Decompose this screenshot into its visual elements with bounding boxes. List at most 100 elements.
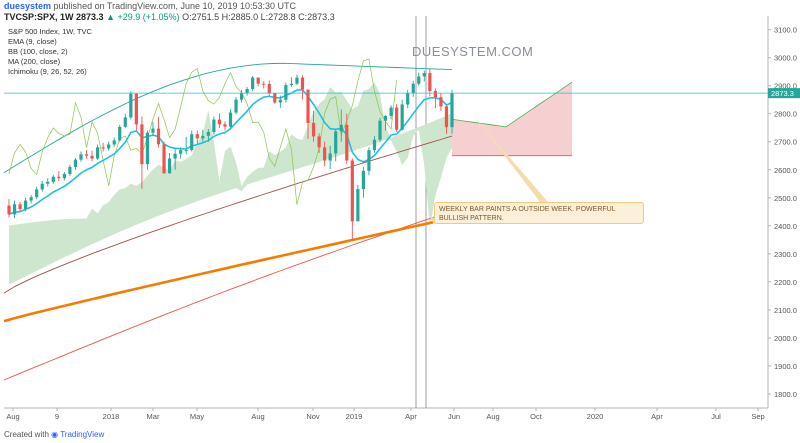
candle-body bbox=[317, 136, 321, 148]
x-tick-label: 2020 bbox=[587, 412, 604, 421]
candle-body bbox=[134, 93, 138, 125]
footer-brand[interactable]: TradingView bbox=[60, 430, 105, 439]
x-tick-label: 2018 bbox=[103, 412, 120, 421]
candle-body bbox=[428, 73, 432, 91]
candle-body bbox=[339, 124, 343, 132]
y-tick-label: 2600.0 bbox=[774, 166, 797, 175]
candle-body bbox=[12, 204, 17, 215]
candle-body bbox=[278, 99, 282, 103]
candle-body bbox=[201, 135, 205, 139]
author-link[interactable]: duesystem bbox=[4, 1, 52, 11]
ma200-line bbox=[3, 219, 441, 323]
candle-body bbox=[372, 139, 377, 151]
candle-body bbox=[206, 131, 210, 136]
x-tick-label: Nov bbox=[306, 412, 320, 421]
candle-body bbox=[328, 153, 332, 161]
candle-body bbox=[24, 200, 28, 209]
candle-body bbox=[217, 119, 222, 125]
y-tick-label: 3100.0 bbox=[774, 26, 797, 35]
tradingview-logo-icon: ◉ bbox=[51, 430, 59, 439]
candle-body bbox=[173, 153, 177, 159]
y-tick-label: 2300.0 bbox=[774, 250, 797, 259]
candle-body bbox=[195, 134, 199, 139]
x-tick-label: Oct bbox=[530, 412, 543, 421]
candle-body bbox=[262, 83, 266, 85]
candle-body bbox=[256, 77, 260, 84]
y-tick-label: 1800.0 bbox=[774, 390, 797, 399]
legend-item-ma: MA (200, close) bbox=[8, 57, 61, 66]
candle-body bbox=[284, 85, 288, 100]
candle-body bbox=[190, 134, 194, 151]
candle-body bbox=[228, 112, 233, 127]
watermark: DUESYSTEM.COM bbox=[412, 44, 534, 59]
y-tick-label: 2900.0 bbox=[774, 82, 797, 91]
candle-body bbox=[112, 140, 116, 145]
candle-body bbox=[68, 166, 72, 174]
legend-item-ichimoku: Ichimoku (9, 26, 52, 26) bbox=[8, 67, 87, 76]
x-tick-label: Aug bbox=[6, 412, 19, 421]
y-tick-label: 2200.0 bbox=[774, 278, 797, 287]
candle-body bbox=[239, 92, 244, 100]
candle-body bbox=[179, 150, 183, 154]
indicator-legend: S&P 500 Index, 1W, TVC EMA (9, close) BB… bbox=[8, 27, 92, 77]
candle-body bbox=[245, 89, 249, 93]
candle-body bbox=[40, 183, 44, 190]
candle-body bbox=[29, 197, 33, 201]
candle-body bbox=[367, 150, 371, 171]
candle-body bbox=[439, 97, 443, 107]
candle-body bbox=[46, 181, 50, 184]
legend-item-symbol: S&P 500 Index, 1W, TVC bbox=[8, 27, 92, 36]
x-tick-label: Apr bbox=[405, 412, 417, 421]
up-arrow-icon: ▲ bbox=[106, 12, 115, 22]
candle-body bbox=[400, 104, 404, 130]
bb-upper-band bbox=[3, 62, 453, 173]
x-tick-label: Jun bbox=[448, 412, 460, 421]
candle-body bbox=[267, 83, 271, 94]
candle-body bbox=[184, 150, 188, 152]
candle-body bbox=[273, 93, 277, 103]
candle-body bbox=[51, 176, 55, 182]
price-label-text: 2873.3 bbox=[771, 89, 794, 98]
candle-body bbox=[306, 89, 310, 123]
candle-body bbox=[295, 77, 299, 84]
candle-body bbox=[129, 93, 133, 118]
publish-info: duesystem published on TradingView.com, … bbox=[4, 1, 296, 11]
candle-body bbox=[395, 107, 399, 130]
candle-body bbox=[450, 93, 454, 128]
footer-prefix: Created with bbox=[4, 430, 49, 439]
candle-body bbox=[35, 189, 39, 198]
candle-body bbox=[62, 173, 66, 179]
candle-body bbox=[389, 107, 393, 116]
legend-item-ema: EMA (9, close) bbox=[8, 37, 57, 46]
x-tick-label: 9 bbox=[55, 412, 59, 421]
candle-body bbox=[223, 124, 227, 127]
last-price: 2873.3 bbox=[76, 12, 104, 22]
candle-body bbox=[433, 90, 437, 98]
bb-middle-band bbox=[3, 135, 453, 294]
candle-body bbox=[73, 159, 78, 167]
candle-body bbox=[162, 144, 166, 174]
candle-body bbox=[378, 120, 382, 140]
candle-body bbox=[323, 147, 327, 161]
annotation-callout[interactable]: WEEKLY BAR PAINTS A OUTSIDE WEEK. POWERF… bbox=[434, 202, 644, 224]
x-tick-label: Aug bbox=[251, 412, 264, 421]
candle-body bbox=[107, 144, 111, 149]
candle-body bbox=[411, 83, 415, 94]
x-tick-label: Apr bbox=[651, 412, 663, 421]
candle-body bbox=[118, 126, 122, 141]
y-tick-label: 2400.0 bbox=[774, 222, 797, 231]
candle-body bbox=[345, 124, 349, 161]
candle-body bbox=[251, 77, 255, 90]
candle-body bbox=[156, 128, 161, 145]
footer-credit: Created with ◉ TradingView bbox=[4, 430, 104, 439]
x-tick-label: May bbox=[190, 412, 204, 421]
candle-body bbox=[84, 154, 89, 156]
y-tick-label: 2000.0 bbox=[774, 334, 797, 343]
candle-body bbox=[417, 76, 421, 84]
candle-body bbox=[311, 122, 316, 137]
legend-item-bb: BB (100, close, 2) bbox=[8, 47, 68, 56]
symbol-info: TVCSP:SPX, 1W 2873.3 ▲ +29.9 (+1.05%) O:… bbox=[4, 12, 335, 22]
ichimoku-span-a bbox=[451, 81, 573, 128]
candle-body bbox=[7, 205, 11, 215]
